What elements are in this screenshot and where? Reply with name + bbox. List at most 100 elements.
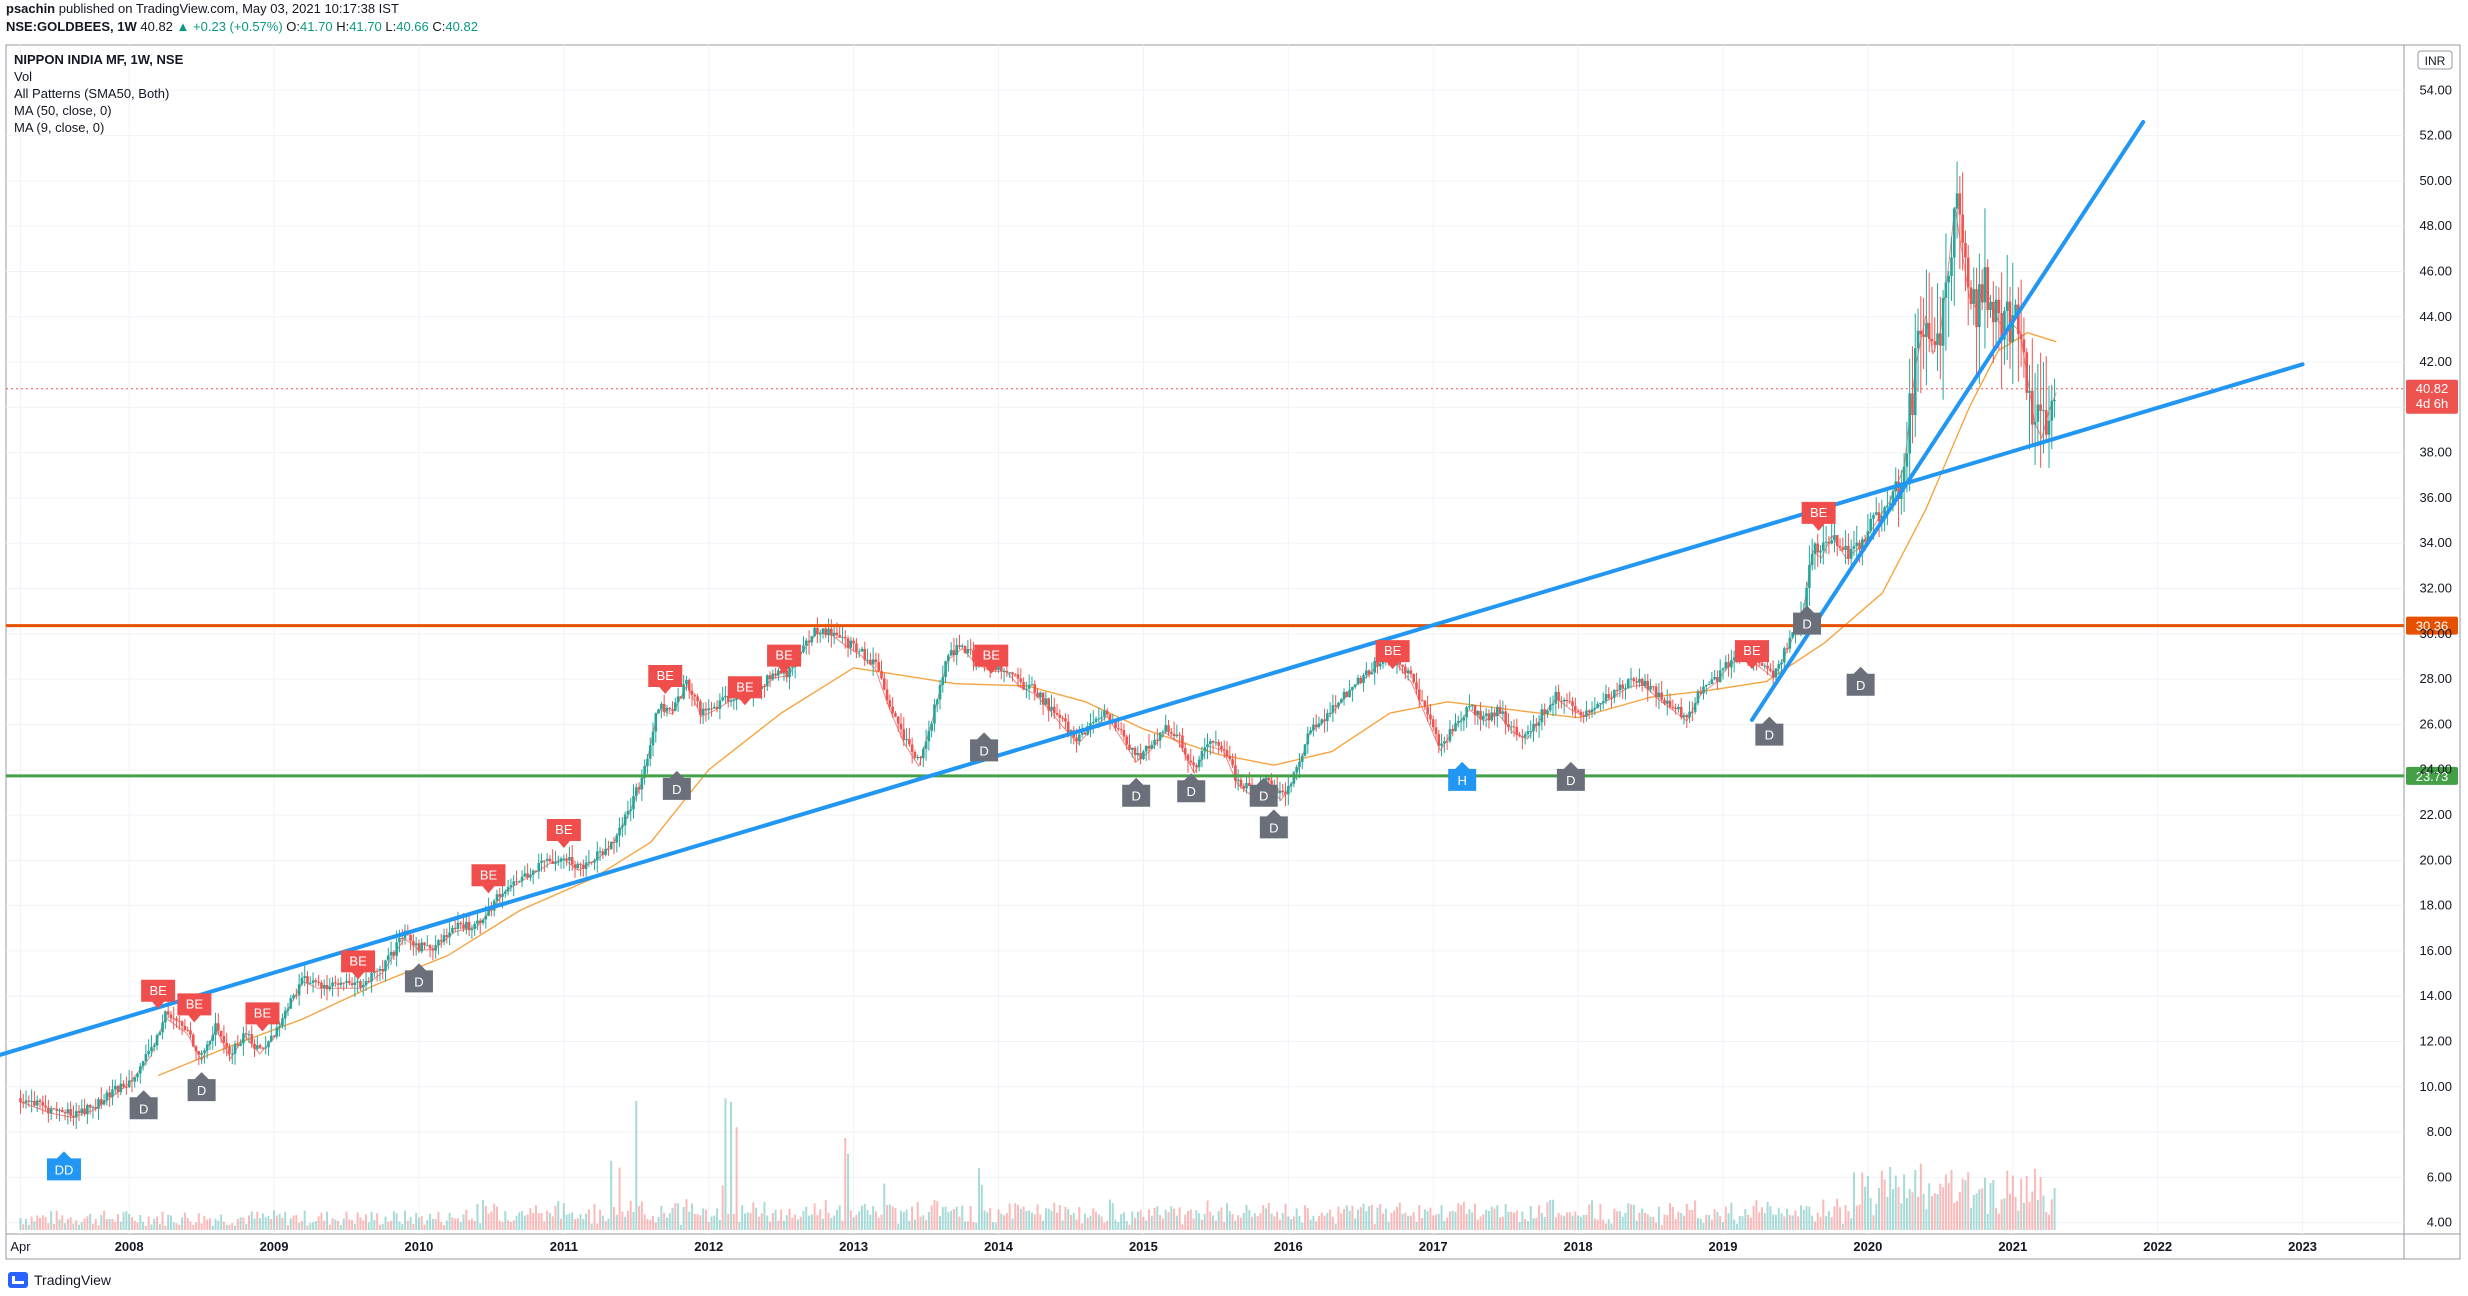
candle-body [60, 1109, 64, 1113]
volume-bar [172, 1222, 175, 1230]
candle-body [261, 1047, 265, 1049]
candle-body [866, 659, 869, 661]
price-axis[interactable]: 4.006.008.0010.0012.0014.0016.0018.0020.… [2419, 82, 2452, 1229]
candle-body [1192, 762, 1195, 766]
candle-body [217, 1023, 220, 1031]
candle-body [1214, 742, 1218, 744]
volume-bar [1047, 1208, 1050, 1230]
candle-body [699, 701, 702, 716]
candle-body [364, 980, 368, 985]
candle-body [1122, 730, 1126, 737]
time-axis[interactable]: Apr 2008 2009 2010 2011 2012 2013 2014 2015 2016 2… [10, 1239, 2317, 1254]
time-tick-label: 2017 [1419, 1239, 1448, 1254]
volume-bar [1579, 1216, 1582, 1230]
pattern-flag [141, 979, 176, 1009]
candle-body [1228, 756, 1232, 760]
candle-body [239, 1043, 242, 1046]
volume-bar [2053, 1188, 2056, 1230]
candle-body [729, 700, 733, 702]
candle-body [191, 1034, 195, 1047]
candle-body [1507, 724, 1510, 728]
candle-body [189, 1030, 192, 1035]
volume-bar [646, 1219, 649, 1230]
volume-bar [1794, 1210, 1797, 1230]
candle-body [590, 861, 594, 863]
legend-item-ma9[interactable]: MA (9, close, 0) [14, 120, 104, 135]
candle-body [1665, 700, 1669, 704]
volume-bar [1329, 1209, 1332, 1230]
candle-body [1470, 705, 1474, 707]
candle-body [1724, 662, 1728, 669]
pattern-flag-label: D [1187, 784, 1196, 799]
candle-body [445, 935, 449, 937]
volume-bar [183, 1212, 186, 1230]
candle-body [1816, 543, 1820, 553]
candle-body [1298, 761, 1301, 767]
candle-body [1952, 208, 1956, 258]
candle-body [1178, 734, 1181, 736]
volume-bar [490, 1211, 493, 1230]
price-tick-label: 22.00 [2419, 807, 2452, 822]
volume-bar [1083, 1213, 1086, 1230]
volume-bar [1816, 1212, 1819, 1230]
pattern-flag-label: BE [149, 983, 167, 998]
candle-body [1654, 686, 1658, 698]
volume-bar [264, 1217, 267, 1230]
candle-body [1066, 721, 1070, 734]
trendlines[interactable] [0, 120, 2305, 1060]
pattern-flag-label: D [672, 782, 681, 797]
candle-body [726, 695, 730, 702]
volume-bar [1886, 1196, 1889, 1230]
candle-body [400, 937, 404, 939]
candle-body [1448, 729, 1452, 742]
pattern-flag [404, 963, 433, 993]
volume-bar [1822, 1199, 1825, 1230]
volume-bar [1666, 1215, 1669, 1230]
legend-item-patterns[interactable]: All Patterns (SMA50, Both) [14, 86, 169, 101]
volume-bar [456, 1218, 459, 1230]
legend-item-ma50[interactable]: MA (50, close, 0) [14, 103, 112, 118]
candle-body [1484, 713, 1488, 716]
trendline[interactable] [0, 362, 2305, 1059]
volume-bar [766, 1215, 769, 1230]
candle-body [350, 983, 354, 986]
volume-bar [303, 1210, 306, 1230]
candle-body [534, 870, 538, 872]
level-badge [2406, 766, 2458, 785]
volume-bar [100, 1215, 103, 1230]
candle-body [303, 976, 307, 978]
candle-body [910, 744, 914, 753]
candle-body [1718, 670, 1722, 683]
candle-body [576, 863, 580, 869]
volume-bar [1203, 1214, 1206, 1230]
volume-bar [1602, 1219, 1605, 1230]
currency-button[interactable]: INR [2417, 50, 2453, 70]
candle-body [690, 690, 694, 696]
candle-body [908, 739, 911, 745]
volume-bar [2034, 1168, 2037, 1230]
volume-bar [454, 1218, 457, 1230]
candle-body [317, 981, 320, 983]
volume-bar [735, 1127, 738, 1230]
volume-bar [247, 1215, 250, 1230]
candle-body [102, 1100, 106, 1105]
candle-body [1972, 289, 1976, 304]
volume-bar [448, 1212, 451, 1230]
candle-body [2042, 410, 2045, 412]
volume-bar [1334, 1223, 1337, 1230]
candle-body [938, 685, 942, 700]
legend-item-vol[interactable]: Vol [14, 69, 32, 84]
price-tick-label: 6.00 [2427, 1169, 2452, 1184]
volume-bar [250, 1211, 253, 1230]
volume-bar [1359, 1207, 1362, 1230]
candle-body [141, 1061, 145, 1067]
volume-bar [855, 1214, 858, 1230]
volume-bar [295, 1215, 298, 1230]
footer-brand[interactable]: TradingView [8, 1268, 111, 1292]
h-label: H: [336, 19, 350, 34]
volume-bar [1493, 1208, 1496, 1230]
volume-bar [1735, 1223, 1738, 1230]
volume-bar [1911, 1192, 1914, 1230]
